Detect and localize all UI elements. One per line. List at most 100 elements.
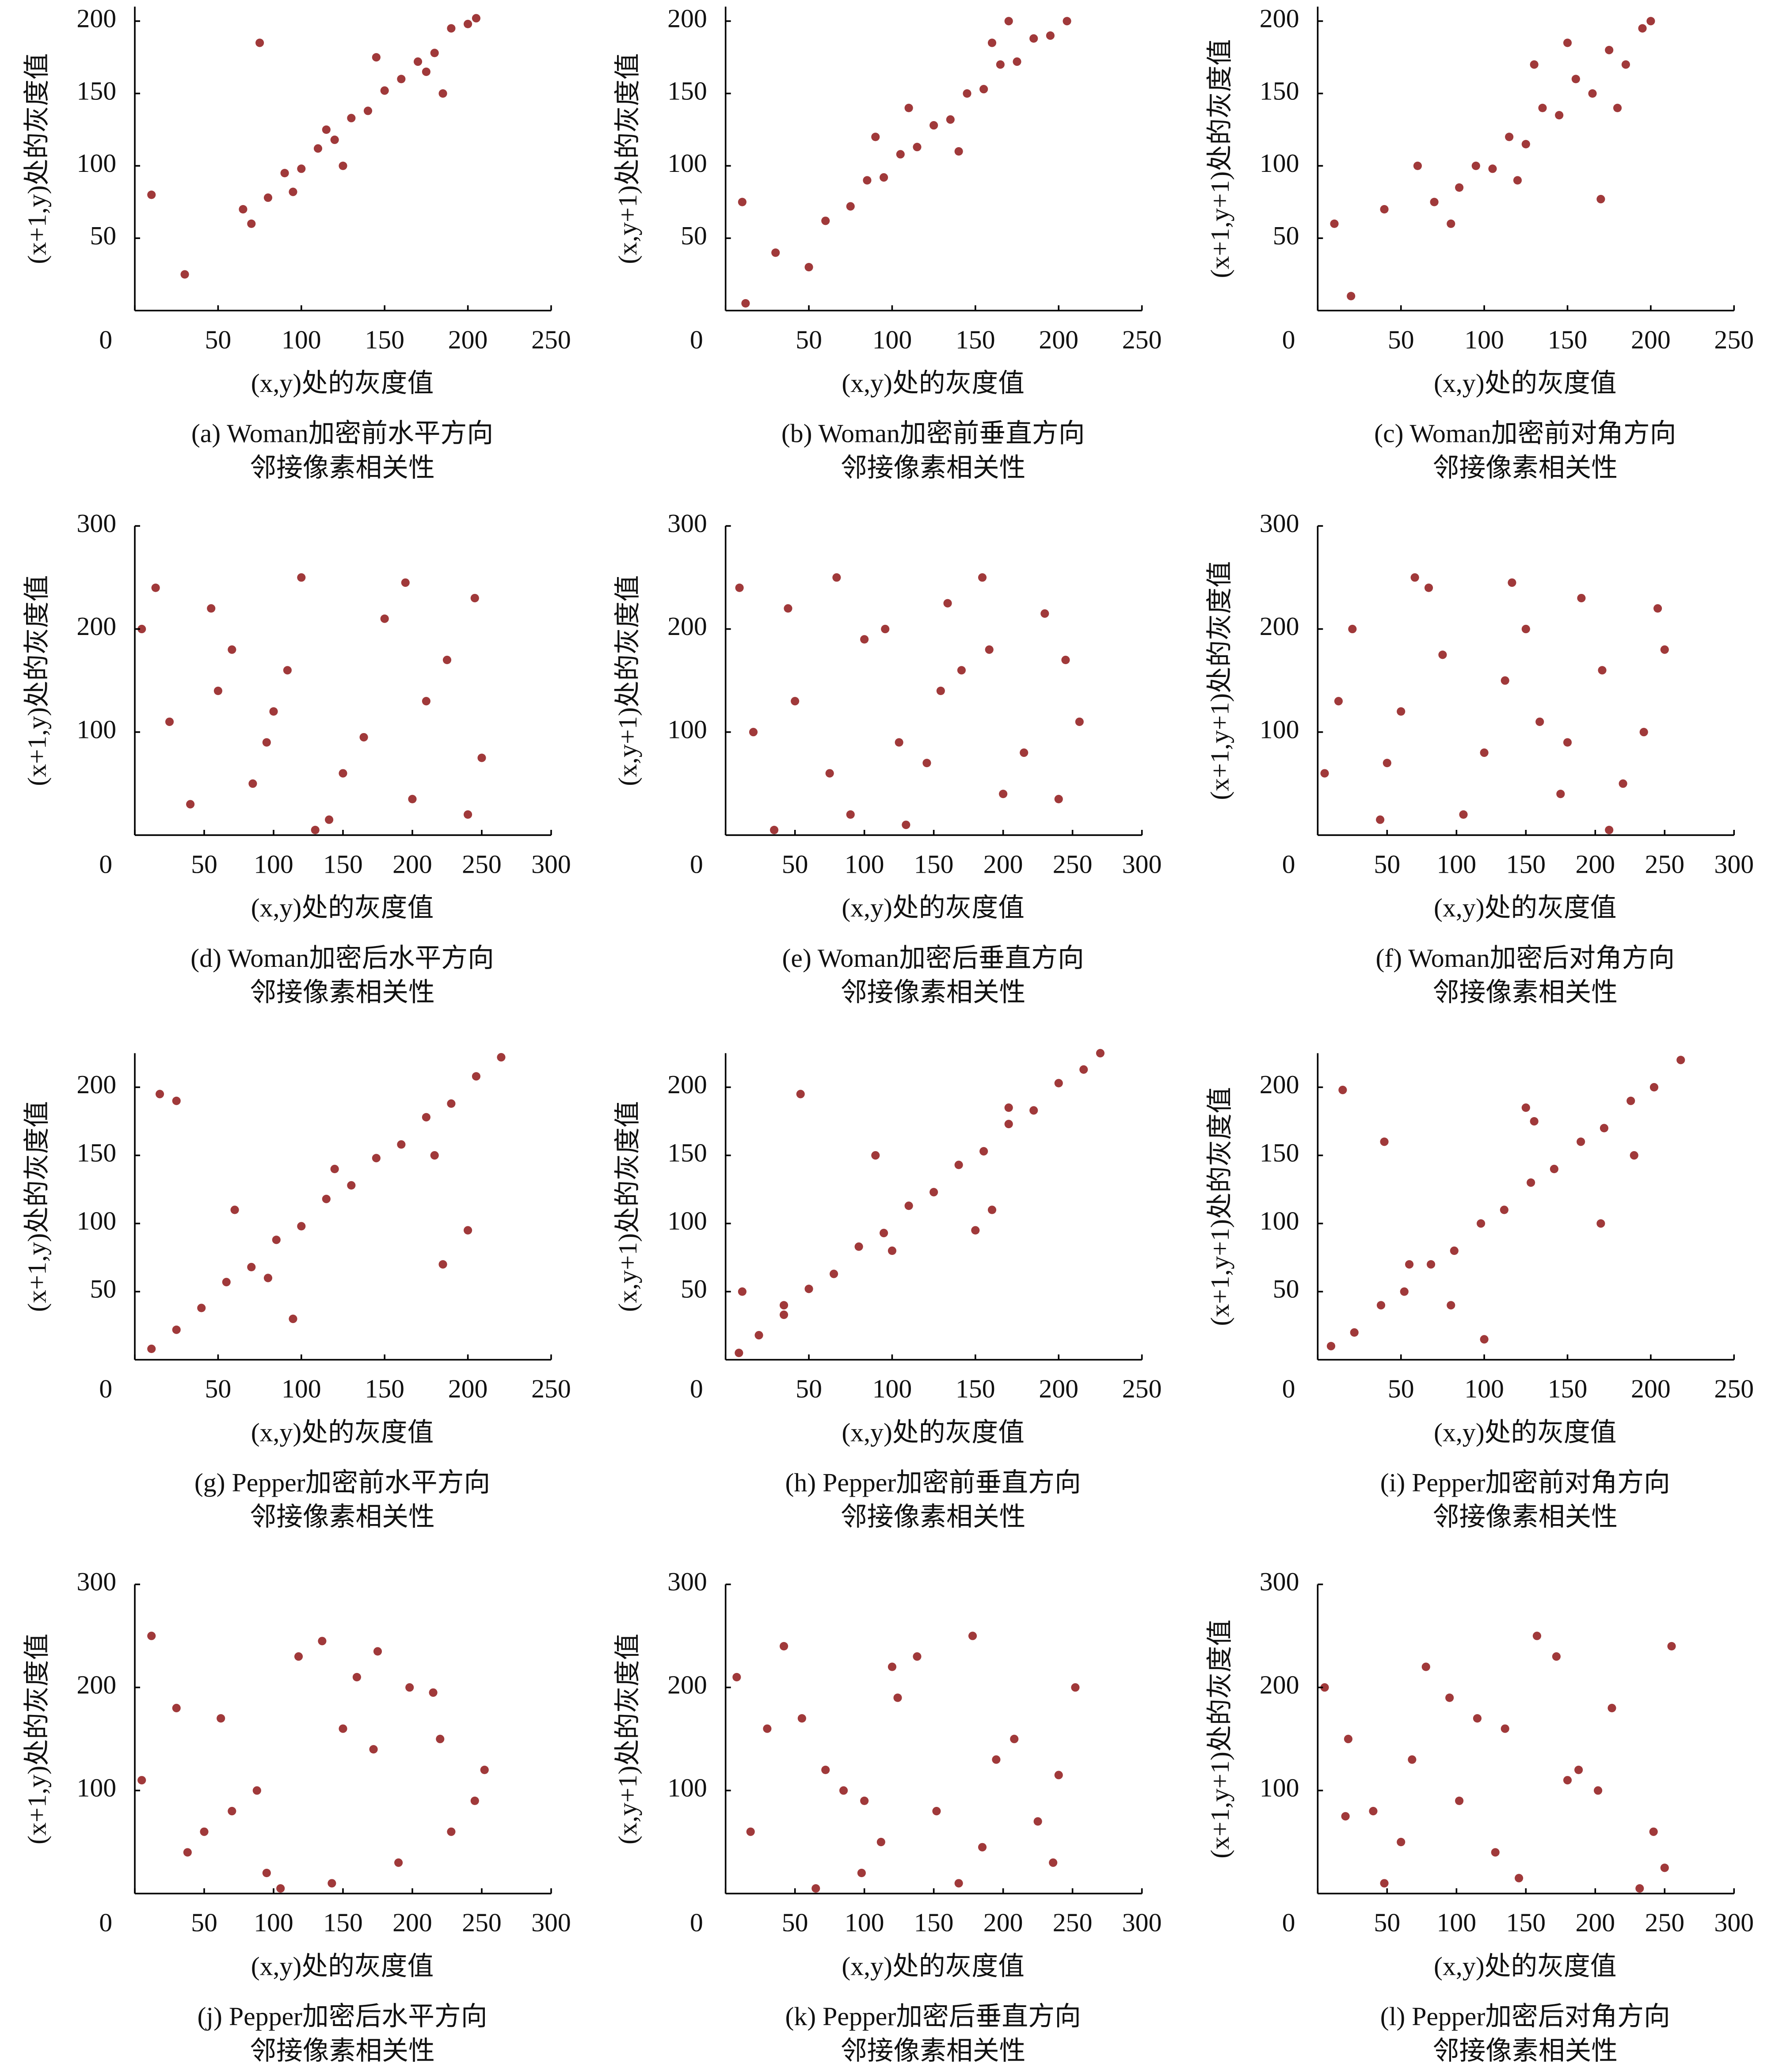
x-tick-label: 150 — [956, 325, 995, 354]
point — [1646, 17, 1655, 26]
point — [946, 115, 955, 124]
point — [1408, 1755, 1417, 1764]
y-tick-label: 200 — [667, 612, 707, 641]
x-tick-label: 300 — [1714, 849, 1754, 878]
point — [1574, 1765, 1583, 1774]
point — [1538, 103, 1547, 112]
y-tick-label: 200 — [76, 612, 116, 641]
x-tick-label: 150 — [323, 849, 363, 878]
point — [1320, 1683, 1329, 1692]
caption: 邻接像素相关性 — [250, 453, 435, 482]
y-tick-label: 200 — [76, 4, 116, 33]
point — [1488, 164, 1497, 173]
x-tick-label: 50 — [191, 849, 217, 878]
point — [137, 1776, 146, 1785]
point — [1649, 1827, 1658, 1836]
caption: (a) Woman加密前水平方向 — [191, 419, 493, 448]
y-tick-label: 50 — [1273, 1274, 1299, 1304]
y-tick-label: 300 — [1260, 1567, 1299, 1596]
point — [954, 1879, 963, 1888]
point — [1596, 1219, 1605, 1228]
point — [1369, 1807, 1378, 1816]
point — [1459, 810, 1468, 819]
point — [318, 1637, 327, 1646]
point — [1607, 1703, 1616, 1712]
point — [881, 624, 890, 634]
point — [738, 198, 747, 206]
x-tick-label: 200 — [1575, 1908, 1615, 1937]
y-tick-label: 200 — [1260, 612, 1299, 641]
panel: 0 50 100 150 200 250 300 100 200 300 (x+1,y)处的灰度值 (… — [22, 1567, 571, 2065]
point — [172, 1325, 181, 1334]
point — [1521, 140, 1530, 148]
point — [1320, 769, 1329, 778]
caption: (b) Woman加密前垂直方向 — [781, 419, 1085, 448]
point — [1556, 790, 1565, 798]
point — [480, 1765, 489, 1774]
point — [147, 1631, 156, 1640]
point — [442, 655, 452, 665]
point — [217, 1714, 225, 1723]
point — [839, 1786, 848, 1795]
x-tick-label: 150 — [1548, 1374, 1588, 1403]
point — [978, 573, 987, 582]
x-tick-label: 100 — [1436, 1908, 1476, 1937]
point — [1653, 604, 1662, 613]
point — [347, 1181, 356, 1190]
x-axis-label: (x,y)处的灰度值 — [251, 893, 434, 922]
x-tick-label: 100 — [254, 1908, 293, 1937]
point — [1552, 1652, 1561, 1661]
point — [422, 697, 430, 706]
x-axis-label: (x,y)处的灰度值 — [1434, 369, 1617, 398]
point — [1598, 666, 1607, 675]
caption: 邻接像素相关性 — [250, 2036, 435, 2065]
point — [1347, 292, 1356, 300]
x-tick-label: 100 — [254, 849, 293, 878]
y-axis-label: (x+1,y)处的灰度值 — [22, 575, 51, 786]
point — [888, 1662, 897, 1671]
point — [228, 1807, 236, 1816]
x-tick-label: 0 — [690, 1908, 703, 1937]
point — [957, 666, 966, 675]
x-tick-label: 250 — [1053, 1908, 1093, 1937]
point — [968, 1631, 977, 1640]
point — [472, 14, 480, 23]
x-axis-label: (x,y)处的灰度值 — [842, 893, 1025, 922]
point — [413, 57, 423, 66]
point — [1594, 1786, 1603, 1795]
point — [247, 219, 256, 228]
point — [1521, 624, 1530, 634]
point — [996, 60, 1005, 69]
point — [1605, 46, 1614, 54]
y-tick-label: 100 — [667, 1773, 707, 1802]
point — [904, 1201, 913, 1210]
point — [447, 24, 456, 33]
point — [971, 1226, 980, 1235]
y-tick-label: 100 — [76, 1206, 116, 1236]
point — [1667, 1642, 1676, 1650]
point — [280, 169, 289, 178]
point — [1004, 1103, 1013, 1112]
point — [846, 810, 855, 819]
point — [397, 75, 406, 84]
point — [1571, 75, 1580, 84]
panel: 0 50 100 150 200 250 300 100 200 300 (x+1,y)处的灰度值 (… — [22, 509, 571, 1007]
caption: 邻接像素相关性 — [841, 2036, 1026, 2065]
point — [380, 614, 389, 623]
point — [1563, 1776, 1572, 1785]
point — [1376, 815, 1385, 824]
x-tick-label: 150 — [1506, 1908, 1546, 1937]
point — [269, 707, 278, 716]
point — [186, 800, 195, 809]
x-tick-label: 100 — [872, 1374, 912, 1403]
point — [1619, 779, 1627, 788]
point — [871, 1151, 880, 1160]
x-tick-label: 200 — [983, 849, 1023, 878]
point — [477, 753, 486, 762]
point — [1430, 198, 1439, 206]
point — [1380, 205, 1389, 214]
point — [247, 1262, 256, 1272]
point — [397, 1140, 406, 1149]
point — [1563, 38, 1572, 47]
point — [846, 202, 855, 211]
